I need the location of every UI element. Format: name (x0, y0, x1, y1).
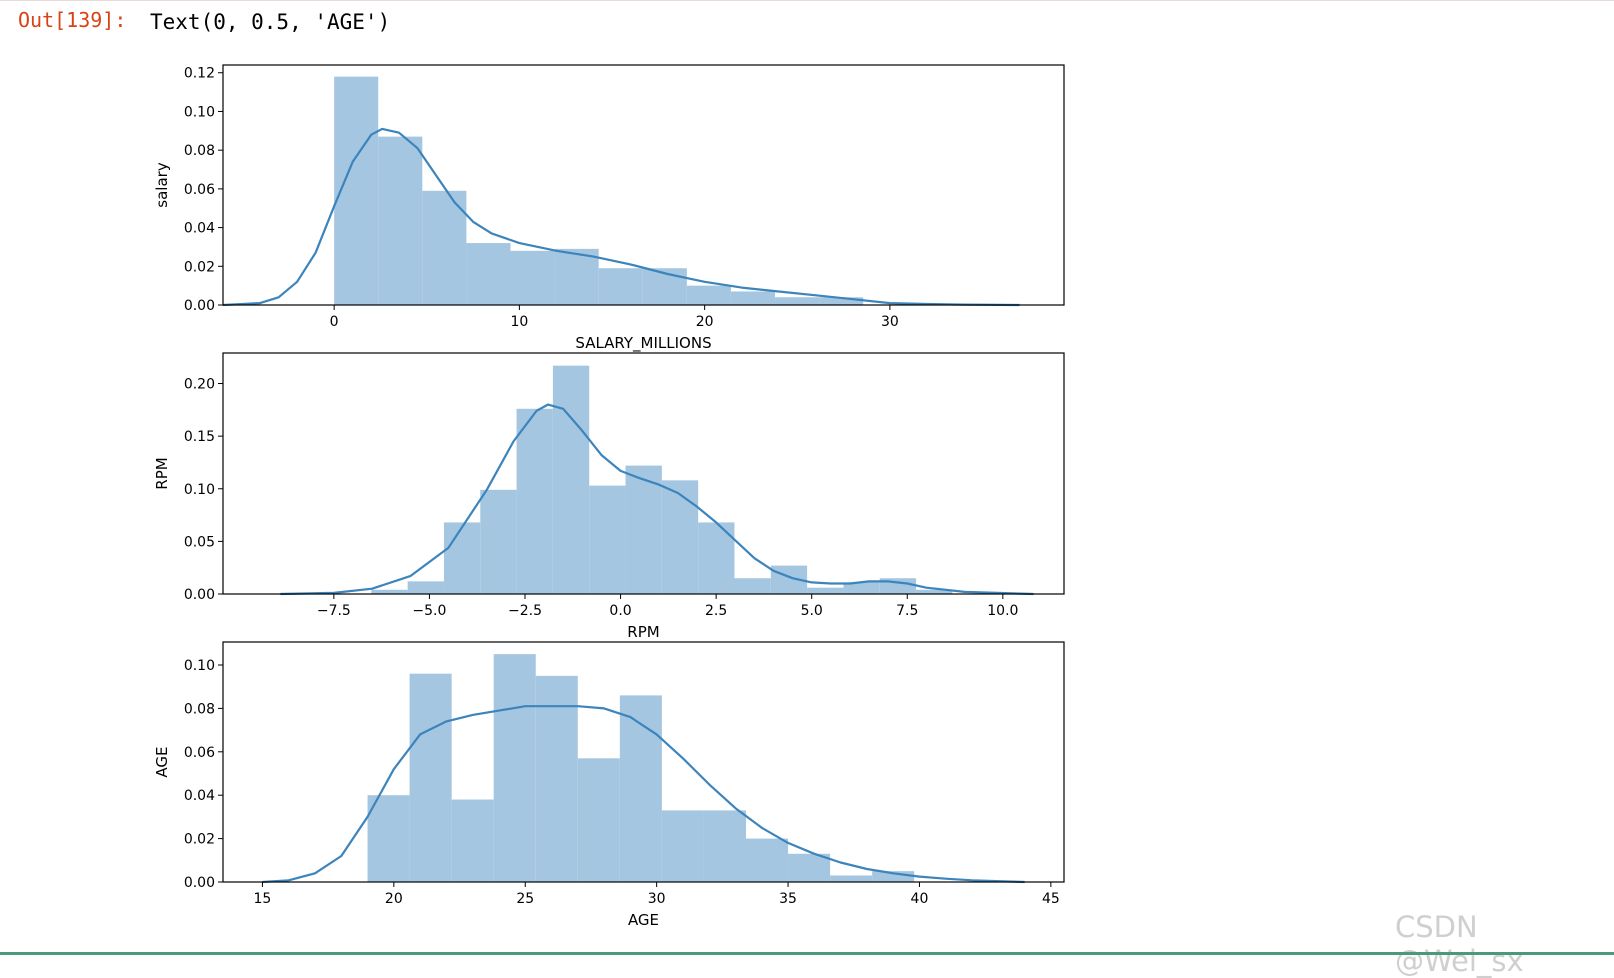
y-tick-label: 0.00 (184, 875, 215, 891)
histogram-bar (378, 136, 423, 305)
x-tick-label: −7.5 (317, 603, 351, 619)
watermark: CSDN @Wei_sx (1395, 910, 1524, 978)
histogram-figure: 0 10 20 30 0.00 0.02 0.04 0.06 0.08 0.10 0.12 SALAR… (153, 64, 1065, 929)
cell-bottom-border (0, 952, 1614, 955)
output-text: Text(0, 0.5, 'AGE') (150, 10, 391, 34)
subplot-rpm: −7.5 −5.0 −2.5 0.0 2.5 5.0 7.5 10.0 0.00 0.05 0.10… (153, 352, 1065, 641)
histogram-bar (730, 291, 776, 305)
histogram-bar (703, 810, 746, 882)
histogram-bar (371, 589, 408, 594)
histogram-bar (788, 853, 831, 882)
y-tick-label: 0.12 (184, 66, 215, 82)
kde-line (280, 403, 1034, 596)
histogram-bar (830, 875, 873, 882)
x-tick-label: 0 (330, 314, 339, 330)
x-tick-label: 10.0 (987, 603, 1018, 619)
x-tick-label: 15 (254, 891, 272, 907)
axes-frame (222, 641, 1065, 883)
histogram-bar (367, 795, 410, 882)
axes-frame (222, 64, 1065, 306)
y-axis-label: RPM (153, 457, 171, 489)
x-tick-label: 0.0 (609, 603, 631, 619)
y-axis-label: AGE (153, 746, 171, 777)
kde-line (222, 127, 1020, 307)
histogram-bar (598, 268, 643, 305)
y-tick-label: 0.04 (184, 788, 215, 804)
histogram-bar (625, 465, 662, 594)
histogram-bar (686, 285, 731, 305)
histogram-bar (516, 408, 553, 594)
y-tick-label: 0.10 (184, 482, 215, 498)
x-tick-label: 20 (696, 314, 714, 330)
subplot-salary: 0 10 20 30 0.00 0.02 0.04 0.06 0.08 0.10 0.12 SALAR… (153, 64, 1065, 353)
histogram-bar (409, 673, 452, 882)
histogram-bar (775, 297, 820, 305)
histogram-bar (745, 838, 789, 882)
y-tick-label: 0.02 (184, 259, 215, 275)
histogram-bar (480, 489, 517, 594)
x-tick-label: 20 (385, 891, 403, 907)
x-tick-label: 7.5 (896, 603, 918, 619)
x-tick-label: 30 (648, 891, 666, 907)
histogram-bar (734, 578, 771, 594)
histogram-bar (552, 365, 590, 594)
kde-line (262, 705, 1025, 884)
x-axis-label: RPM (627, 623, 659, 641)
histogram-bar (466, 243, 511, 305)
y-axis-label: salary (153, 162, 171, 208)
y-tick-label: 0.00 (184, 587, 215, 603)
y-tick-label: 0.15 (184, 429, 215, 445)
histogram-bar (554, 248, 599, 305)
histogram-bar (661, 810, 704, 882)
histogram-bar (451, 799, 494, 882)
x-tick-label: 30 (881, 314, 899, 330)
histogram-bar (661, 480, 699, 594)
x-axis-label: SALARY_MILLIONS (575, 334, 711, 353)
histogram-bar (510, 250, 555, 305)
output-prompt: Out[139]: (18, 8, 127, 32)
x-tick-label: 10 (510, 314, 528, 330)
histogram-bar (443, 522, 481, 594)
axes-frame (222, 352, 1065, 595)
histogram-bar (916, 589, 953, 594)
y-tick-label: 0.10 (184, 658, 215, 674)
y-tick-label: 0.00 (184, 298, 215, 314)
x-axis-label: AGE (628, 911, 659, 929)
x-tick-label: 25 (516, 891, 534, 907)
x-tick-label: −2.5 (508, 603, 542, 619)
histogram-bar (535, 675, 578, 882)
histogram-bar (872, 871, 915, 882)
x-tick-label: 35 (779, 891, 797, 907)
y-tick-label: 0.08 (184, 143, 215, 159)
y-tick-label: 0.05 (184, 534, 215, 550)
x-tick-label: 45 (1042, 891, 1060, 907)
histogram-bar (819, 297, 864, 305)
x-tick-label: 40 (911, 891, 929, 907)
y-tick-label: 0.08 (184, 701, 215, 717)
histogram-bar (407, 581, 444, 594)
y-tick-label: 0.10 (184, 104, 215, 120)
y-tick-label: 0.02 (184, 832, 215, 848)
y-tick-label: 0.20 (184, 377, 215, 393)
histogram-bar (422, 190, 467, 305)
histogram-bar (577, 758, 620, 882)
cell-top-border (0, 0, 1614, 1)
y-tick-label: 0.06 (184, 182, 215, 198)
x-tick-label: −5.0 (412, 603, 446, 619)
subplot-age: 15 20 25 30 35 40 45 0.00 0.02 0.04 0.06 0.08 0.10 AG… (153, 641, 1065, 929)
histogram-bar (589, 485, 626, 594)
y-tick-label: 0.06 (184, 745, 215, 761)
histogram-bar (619, 695, 662, 882)
histogram-bar (843, 582, 880, 594)
y-tick-label: 0.04 (184, 221, 215, 237)
x-tick-label: 5.0 (801, 603, 823, 619)
histogram-bar (807, 587, 844, 594)
x-tick-label: 2.5 (705, 603, 727, 619)
histogram-bar (493, 654, 536, 882)
